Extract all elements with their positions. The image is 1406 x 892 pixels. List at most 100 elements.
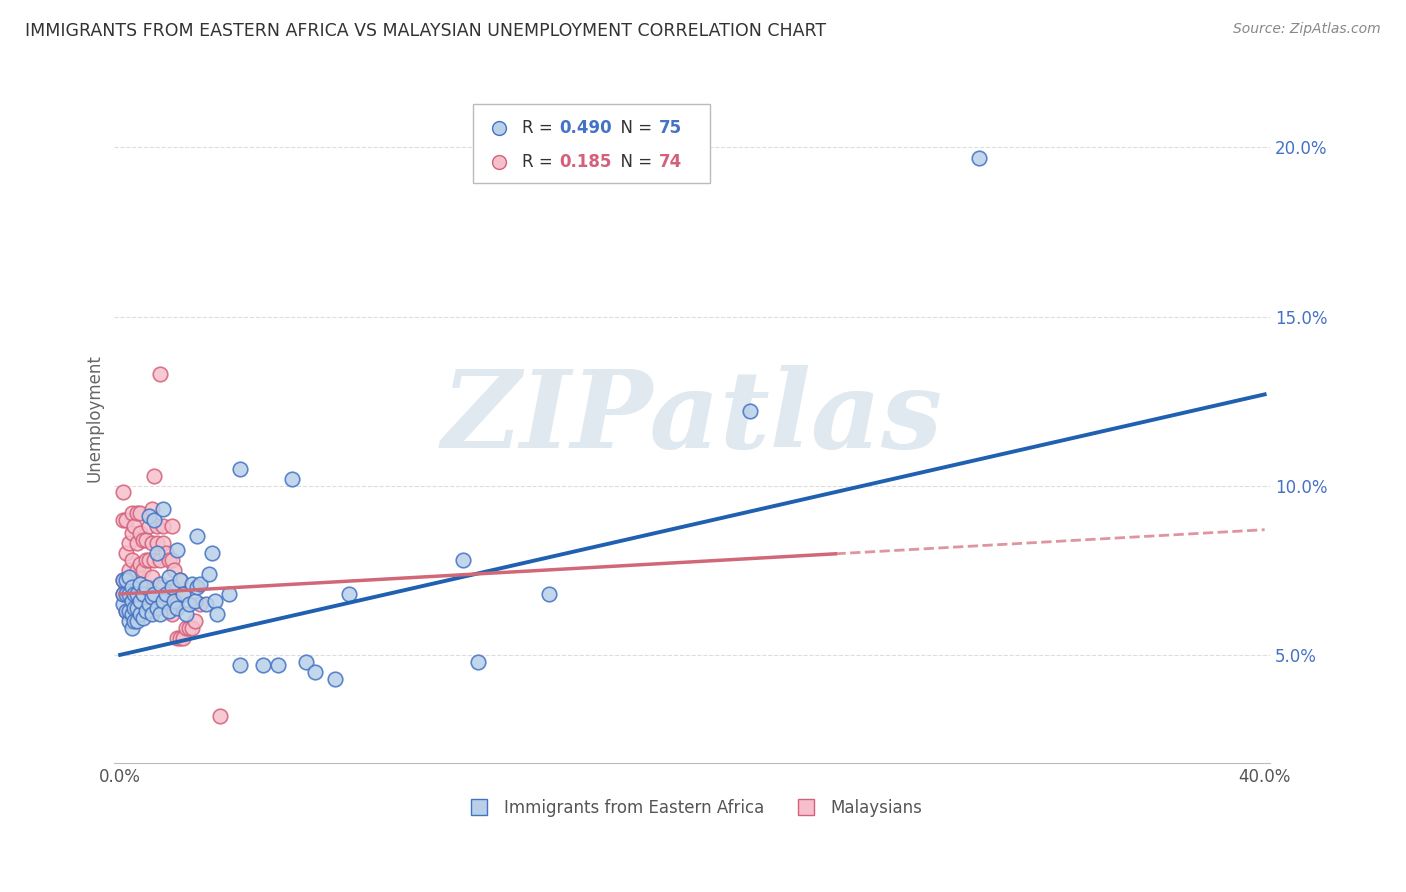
Point [177,621,200,635]
Point [141,536,163,550]
Point [121,607,143,622]
Text: IMMIGRANTS FROM EASTERN AFRICA VS MALAYSIAN UNEMPLOYMENT CORRELATION CHART: IMMIGRANTS FROM EASTERN AFRICA VS MALAYS… [25,22,827,40]
Point [115,604,138,618]
Point [141,570,163,584]
Point [132,587,155,601]
Point [129,587,152,601]
Point [169,574,191,588]
Point [138,553,160,567]
Point [121,553,143,567]
Point [186,529,208,543]
Point [132,593,155,607]
Point [152,593,174,607]
Point [121,580,143,594]
Point [127,536,149,550]
Text: 74: 74 [659,153,682,171]
Point [229,658,252,673]
Point [180,621,202,635]
Point [127,614,149,628]
Point [135,604,157,618]
Point [141,591,163,605]
Point [146,580,169,594]
Point [155,587,177,601]
Point [115,512,138,526]
Point [115,587,138,601]
Point [188,597,211,611]
Point [127,563,149,577]
Point [163,593,186,607]
Point [111,587,134,601]
Point [124,600,146,615]
Point [127,506,149,520]
Point [132,610,155,624]
Point [143,587,166,601]
Point [143,512,166,526]
Point [177,597,200,611]
Point [121,580,143,594]
Point [146,600,169,615]
Point [118,563,141,577]
Y-axis label: Unemployment: Unemployment [86,354,103,482]
Point [155,546,177,560]
Point [121,506,143,520]
Point [337,587,360,601]
Point [121,604,143,618]
Point [124,519,146,533]
Point [124,597,146,611]
Point [304,665,326,679]
Point [149,553,172,567]
Point [160,580,183,594]
Point [115,580,138,594]
Text: R =: R = [523,153,564,171]
Point [201,546,224,560]
Point [209,708,232,723]
Point [141,502,163,516]
Point [157,604,180,618]
Point [118,604,141,618]
Point [111,597,134,611]
Point [146,519,169,533]
Point [129,593,152,607]
Point [132,563,155,577]
Point [180,577,202,591]
Point [129,577,152,591]
Point [121,593,143,607]
Point [163,563,186,577]
Point [218,587,240,601]
Point [166,580,188,594]
Point [127,587,149,601]
Point [295,655,318,669]
Point [141,604,163,618]
Point [141,607,163,622]
Point [183,614,205,628]
Point [138,580,160,594]
Point [172,587,194,601]
Point [252,658,274,673]
Point [143,553,166,567]
Point [152,536,174,550]
Point [115,604,138,618]
Point [127,600,149,615]
Point [160,519,183,533]
Point [172,631,194,645]
Point [157,570,180,584]
Point [152,580,174,594]
Point [129,526,152,541]
Point [115,574,138,588]
Point [160,553,183,567]
Point [146,546,169,560]
Point [166,600,188,615]
Point [152,519,174,533]
Text: 0.490: 0.490 [560,119,612,136]
Point [143,591,166,605]
Point [194,597,217,611]
Point [266,658,288,673]
Point [174,621,197,635]
Point [166,631,188,645]
Point [163,597,186,611]
Point [738,404,761,418]
Point [967,151,990,165]
Text: Source: ZipAtlas.com: Source: ZipAtlas.com [1233,22,1381,37]
Point [538,587,561,601]
Point [157,587,180,601]
